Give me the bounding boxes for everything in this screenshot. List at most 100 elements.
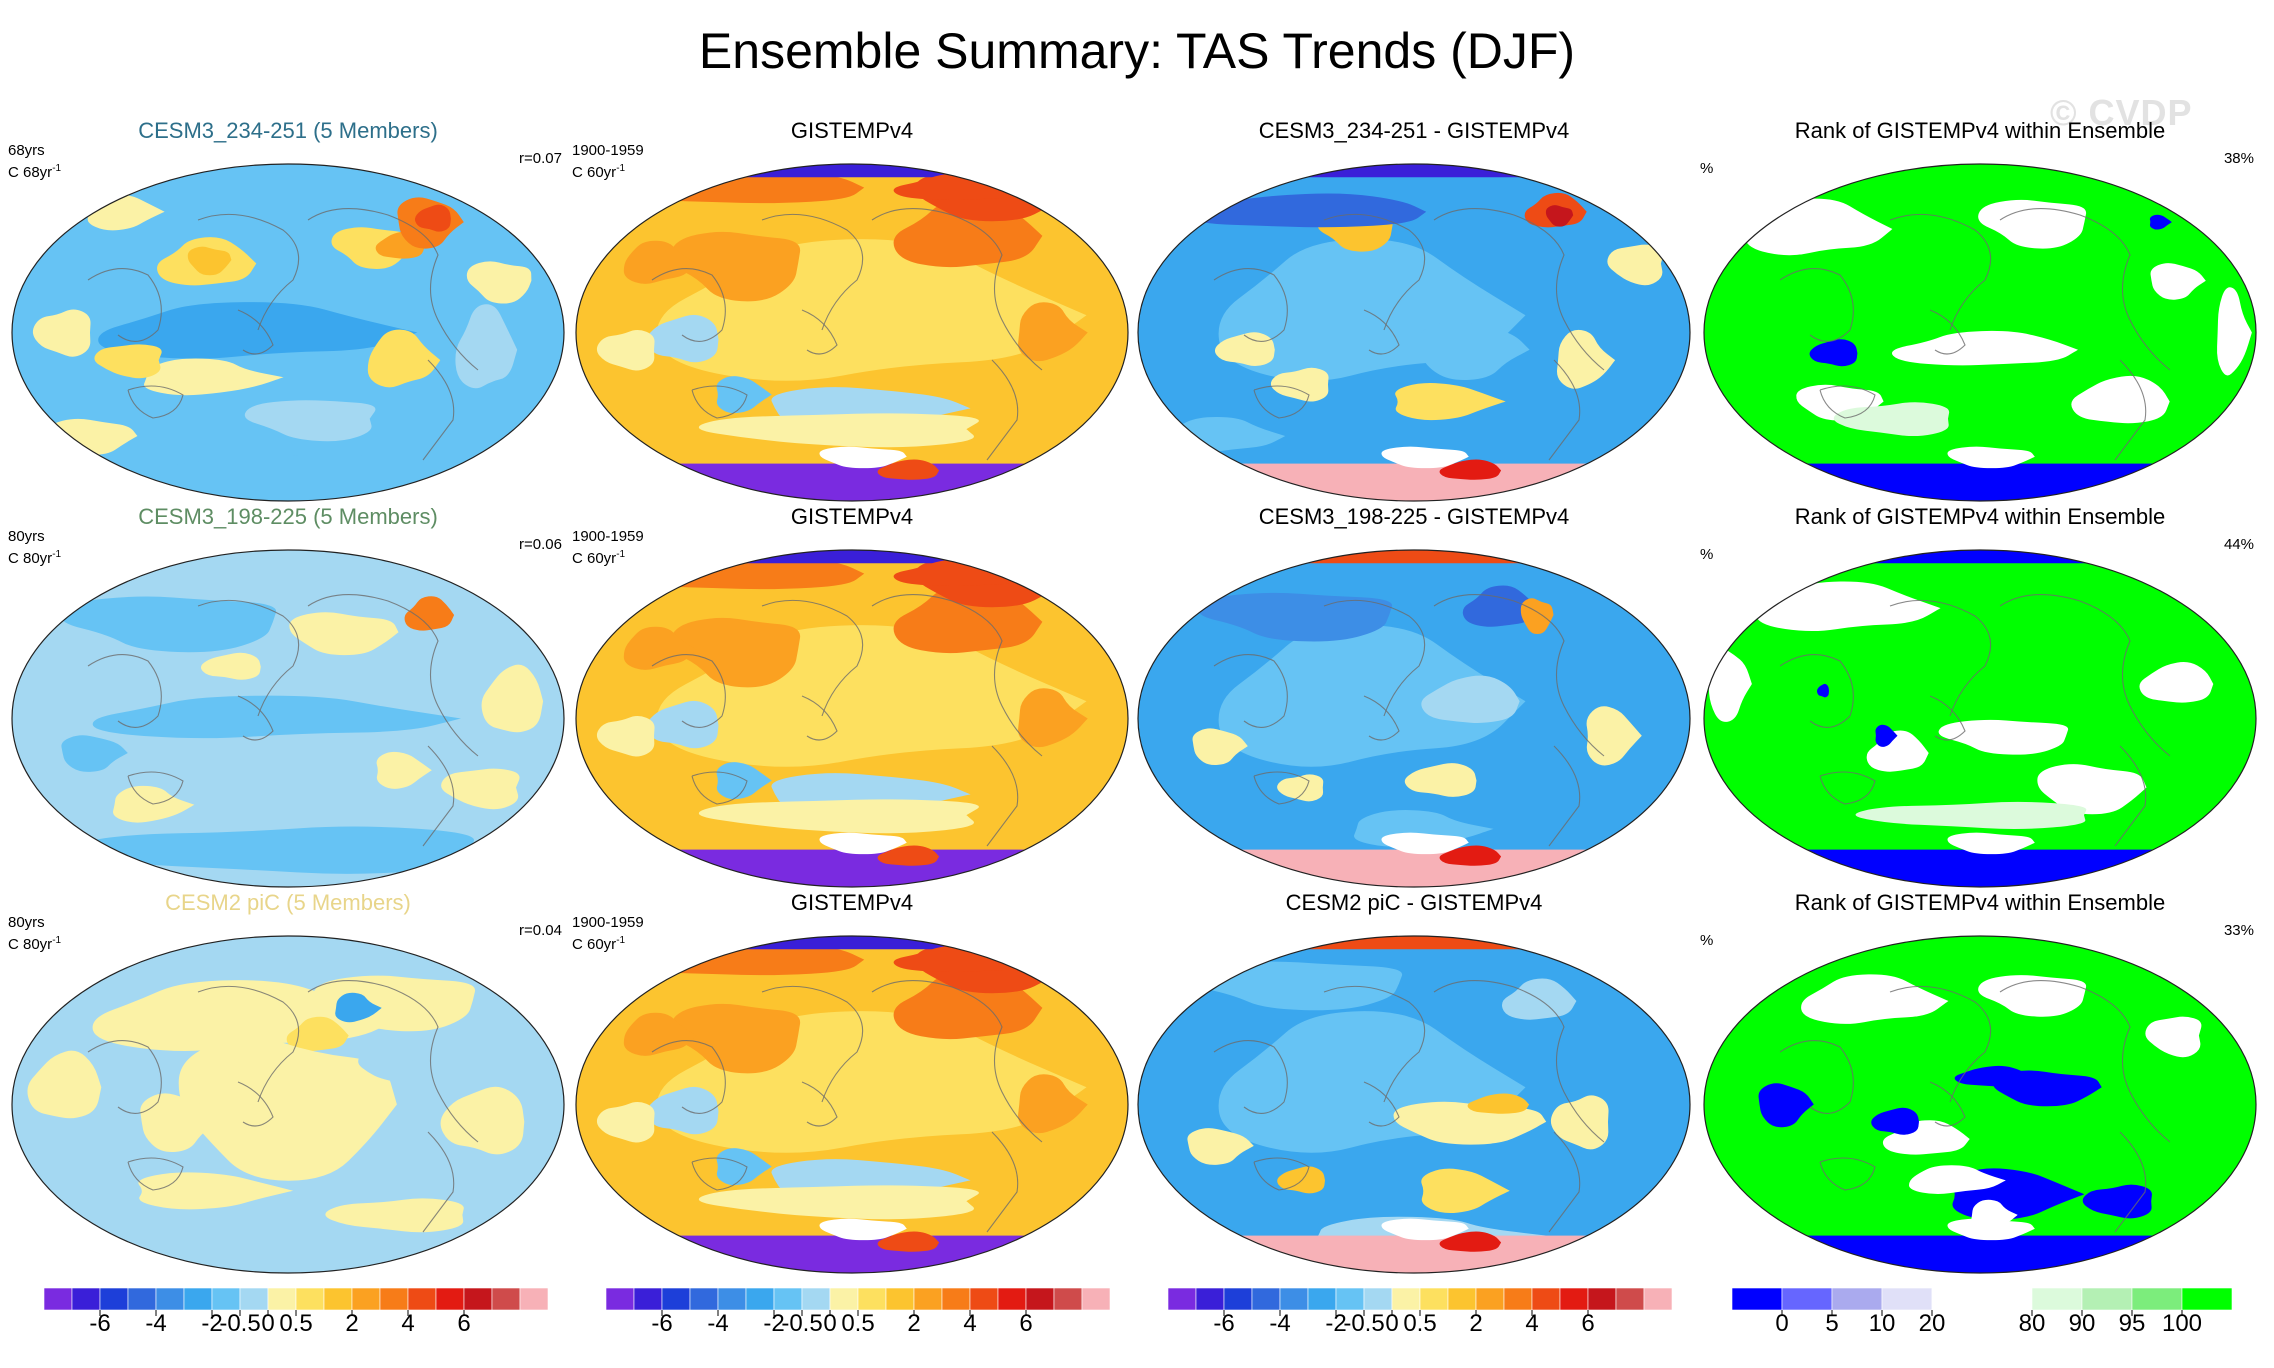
panel-title: Rank of GISTEMPv4 within Ensemble xyxy=(1794,890,2166,915)
colorbar-box xyxy=(1931,1288,1983,1311)
colorbar-box xyxy=(1251,1288,1281,1311)
panel-title: Rank of GISTEMPv4 within Ensemble xyxy=(1794,504,2166,529)
colorbar-box xyxy=(379,1288,409,1311)
trend-contour xyxy=(698,1185,979,1220)
arctic-band xyxy=(1704,936,2256,950)
coastline xyxy=(422,359,455,461)
trend-contour xyxy=(1607,244,1664,286)
coastline xyxy=(651,654,726,728)
trend-colorbar-1 xyxy=(44,1288,549,1316)
trend-contour xyxy=(1978,199,2087,249)
map-outline xyxy=(1137,163,1691,502)
trend-contour xyxy=(244,400,376,442)
colorbar-tick-label: -6 xyxy=(651,1310,673,1337)
trend-contour xyxy=(2150,263,2206,300)
map-outline xyxy=(11,549,565,888)
colorbar-box xyxy=(1732,1288,1783,1311)
coastline xyxy=(422,745,455,847)
trend-contour xyxy=(1909,1165,2006,1194)
colorbar-tick-label: 6 xyxy=(1019,1310,1033,1337)
units-exponent: -1 xyxy=(52,163,62,174)
arctic-band xyxy=(576,550,1128,564)
trend-contour xyxy=(1556,329,1616,389)
coastline xyxy=(2114,1131,2147,1233)
trend-contour xyxy=(1277,1166,1325,1194)
colorbar-tick-label: 0 xyxy=(1775,1310,1789,1337)
trend-contour xyxy=(1871,1107,1919,1135)
colorbar-tick-label: -4 xyxy=(707,1310,729,1337)
trend-contour xyxy=(70,826,475,874)
antarctic-warm-patch xyxy=(877,1231,940,1252)
panel-title: GISTEMPv4 xyxy=(790,890,914,915)
panel-title: GISTEMPv4 xyxy=(790,118,914,143)
colorbar-box xyxy=(1168,1288,1197,1311)
units-text: C 80yr xyxy=(8,936,53,953)
trend-contour xyxy=(1545,205,1574,227)
coastline xyxy=(1433,980,1605,1143)
arctic-band xyxy=(1138,164,1690,178)
period-units-label: 68yrs C 68yr-1 xyxy=(8,142,61,182)
colorbar-box xyxy=(183,1288,213,1311)
colorbar-box xyxy=(1559,1288,1589,1311)
colorbar-box xyxy=(606,1288,635,1311)
trend-contour xyxy=(414,204,451,232)
colorbar-box xyxy=(463,1288,493,1311)
trend-contour xyxy=(1707,648,1752,722)
coastline xyxy=(197,985,300,1103)
coastline xyxy=(1363,695,1400,741)
trend-contour xyxy=(1270,367,1329,402)
coastline xyxy=(1889,213,1992,331)
colorbar-tick-label: 4 xyxy=(963,1310,977,1337)
antarctic-band xyxy=(1704,849,2256,887)
map-diff xyxy=(1137,163,1691,502)
coastline xyxy=(2114,359,2147,461)
antarctic-band xyxy=(576,463,1128,501)
coastline xyxy=(986,745,1019,847)
map-diff xyxy=(1137,935,1691,1274)
panel-title: CESM3_234-251 - GISTEMPv4 xyxy=(1258,118,1570,143)
trend-contour xyxy=(2037,764,2147,815)
trend-colorbar-2 xyxy=(606,1288,1111,1316)
panel-title: CESM3_234-251 (5 Members) xyxy=(138,118,438,143)
units-text: C 60yr xyxy=(572,936,617,953)
colorbar-box xyxy=(1981,1288,2033,1311)
trend-contour xyxy=(481,664,544,733)
trend-contour xyxy=(1756,581,1941,632)
panel-title: CESM3_198-225 (5 Members) xyxy=(138,504,438,529)
colorbar-tick-label: 0 xyxy=(261,1310,275,1337)
trend-contour xyxy=(61,735,128,772)
coastline xyxy=(87,654,162,728)
missing-data-patch xyxy=(1381,1218,1469,1241)
period-units-label: 80yrs C 80yr-1 xyxy=(8,914,61,954)
missing-data-patch xyxy=(1947,1218,2035,1241)
coastline xyxy=(691,385,748,419)
panel-title: CESM3_198-225 - GISTEMPv4 xyxy=(1258,504,1570,529)
trend-contour xyxy=(1192,728,1248,766)
trend-contour xyxy=(1277,774,1324,802)
colorbar-tick-label: 0 xyxy=(823,1310,837,1337)
trend-contour xyxy=(367,329,441,388)
coastline xyxy=(307,980,479,1143)
trend-contour xyxy=(1855,801,2087,829)
trend-contour xyxy=(440,1086,525,1155)
arctic-band xyxy=(1138,550,1690,564)
trend-contour xyxy=(376,751,432,789)
panel-model-row3: CESM2 piC (5 Members) 80yrs C 80yr-1 r=0.04 xyxy=(8,890,568,1290)
panel-obs-row2: GISTEMPv4 1900-1959 C 60yr-1 xyxy=(572,504,1132,904)
trend-contour xyxy=(1218,625,1526,767)
coastline xyxy=(87,1040,162,1114)
missing-data-patch xyxy=(819,1218,907,1241)
period-label: 80yrs xyxy=(8,914,45,931)
map-obs xyxy=(575,549,1129,888)
colorbar-box xyxy=(2131,1288,2183,1311)
colorbar-box xyxy=(127,1288,157,1311)
coastline xyxy=(1999,594,2171,757)
trend-contour xyxy=(623,1012,697,1056)
antarctic-warm-patch xyxy=(877,845,940,866)
period-label: 1900-1959 xyxy=(572,528,644,545)
pattern-correlation: r=0.06 xyxy=(519,536,562,553)
coastline xyxy=(1889,985,1992,1103)
panel-title: Rank of GISTEMPv4 within Ensemble xyxy=(1794,118,2166,143)
colorbar-box xyxy=(211,1288,241,1311)
coastline xyxy=(127,385,184,419)
